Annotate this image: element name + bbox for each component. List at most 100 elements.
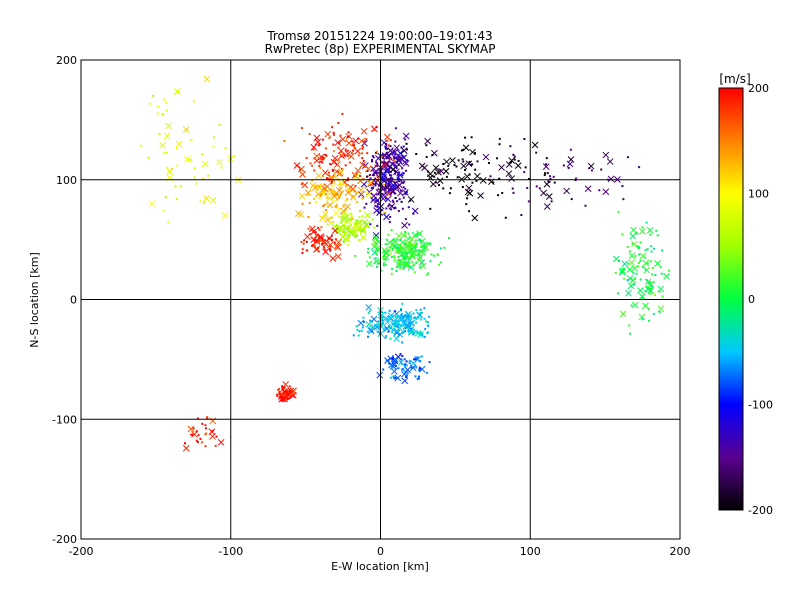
data-point	[388, 182, 391, 185]
data-point	[276, 394, 279, 397]
data-point	[218, 124, 221, 127]
axes: -200 -100 0 100 200 -200 -100 0 100 200	[52, 54, 690, 558]
data-point-x	[282, 381, 289, 388]
data-point-x	[482, 153, 490, 161]
data-point	[402, 186, 405, 189]
data-point	[390, 255, 393, 258]
data-point	[535, 151, 538, 154]
data-point	[332, 150, 335, 153]
data-point-x	[345, 132, 353, 140]
data-point	[392, 187, 395, 190]
data-point	[315, 235, 318, 238]
data-point	[321, 192, 324, 195]
data-point	[361, 152, 364, 155]
data-point	[448, 236, 451, 239]
data-point-x	[209, 417, 217, 425]
data-point	[334, 200, 337, 203]
data-point	[470, 136, 473, 139]
data-point	[414, 239, 417, 242]
data-point	[342, 241, 345, 244]
data-point	[371, 218, 374, 221]
data-point	[398, 171, 401, 174]
data-point	[391, 177, 394, 180]
data-point	[307, 227, 310, 230]
data-point	[391, 199, 394, 202]
data-point-x	[347, 153, 355, 160]
data-point	[372, 186, 375, 189]
data-point	[639, 259, 642, 262]
data-point	[393, 377, 396, 380]
data-point-x	[324, 216, 332, 224]
data-point	[315, 200, 318, 203]
data-point	[352, 334, 355, 337]
data-point	[369, 177, 372, 180]
data-point	[339, 221, 342, 224]
data-point-x	[165, 122, 172, 130]
data-point	[384, 243, 387, 246]
data-point	[207, 174, 210, 177]
data-point-x	[657, 285, 665, 293]
data-point-x	[337, 147, 345, 155]
data-point	[353, 225, 356, 228]
data-point	[376, 200, 379, 203]
data-point-x	[313, 246, 320, 253]
data-point	[385, 142, 388, 145]
data-point	[308, 201, 311, 204]
data-point	[176, 164, 179, 167]
data-point	[301, 202, 304, 205]
data-point	[346, 149, 349, 152]
data-point	[289, 395, 292, 398]
data-point	[468, 210, 471, 213]
data-point	[401, 174, 404, 177]
data-point	[390, 376, 393, 379]
data-point	[436, 254, 439, 257]
data-point-x	[385, 152, 393, 160]
data-point	[343, 223, 346, 226]
data-point	[391, 356, 394, 359]
data-point	[351, 217, 354, 220]
data-point	[384, 336, 387, 339]
data-point	[400, 314, 403, 317]
data-point-x	[208, 428, 216, 436]
data-point	[394, 310, 397, 313]
data-point	[152, 94, 155, 97]
data-point	[392, 248, 395, 251]
data-point	[511, 187, 514, 190]
y-tick-label: -200	[52, 533, 77, 546]
data-point	[374, 151, 377, 154]
data-point	[397, 324, 400, 327]
data-point	[336, 230, 339, 233]
data-point	[439, 261, 442, 264]
data-point	[517, 160, 520, 163]
data-point	[429, 207, 432, 210]
data-point	[374, 204, 377, 207]
data-point	[323, 204, 326, 207]
data-point	[415, 317, 418, 320]
data-point	[353, 235, 356, 238]
data-point-x	[343, 225, 351, 232]
data-point	[357, 154, 360, 157]
data-point-x	[437, 167, 445, 175]
data-point-x	[563, 187, 571, 195]
data-point-x	[289, 387, 297, 395]
data-point-x	[209, 197, 217, 204]
data-point-x	[175, 140, 183, 148]
data-point	[200, 441, 203, 444]
data-point	[418, 367, 421, 370]
data-point-x	[417, 331, 424, 338]
data-point-x	[540, 189, 547, 197]
data-point	[335, 224, 338, 227]
data-point	[389, 139, 392, 142]
data-point	[341, 228, 344, 231]
data-point	[361, 230, 364, 233]
data-point	[404, 234, 407, 237]
data-point	[369, 183, 372, 186]
data-point	[324, 193, 327, 196]
data-point	[392, 200, 395, 203]
data-point	[415, 366, 418, 369]
data-point	[330, 234, 333, 237]
data-point	[437, 184, 440, 187]
data-point	[367, 182, 370, 185]
data-point	[358, 216, 361, 219]
data-point	[466, 197, 469, 200]
